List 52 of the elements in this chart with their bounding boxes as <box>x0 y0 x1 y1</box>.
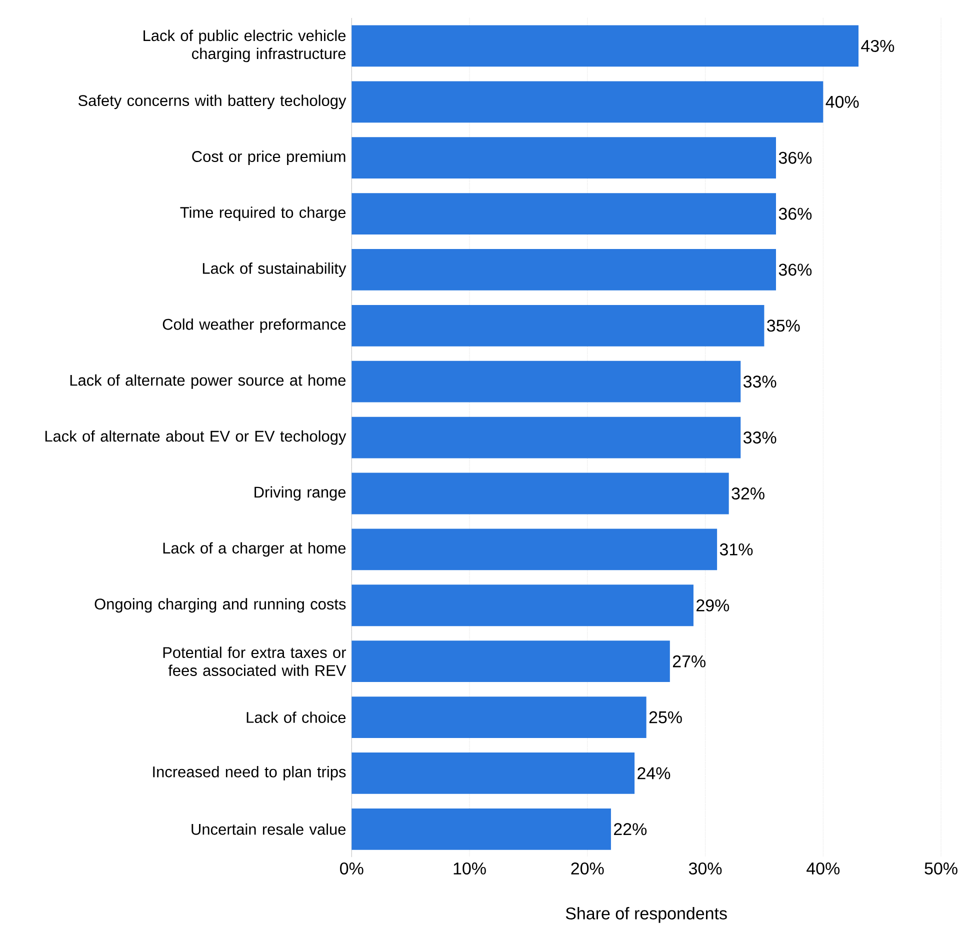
data-label: 36% <box>778 208 812 220</box>
y-tick-label: Lack of public electric vehicle charging infrastructure <box>144 30 346 62</box>
data-label: 29% <box>696 599 730 612</box>
x-axis-title: Share of respondents <box>566 907 727 923</box>
bar <box>352 249 776 290</box>
bar <box>352 696 646 738</box>
data-label: 33% <box>743 376 776 388</box>
y-tick-label: Ongoing charging and running costs <box>94 598 346 613</box>
y-tick-label: Lack of choice <box>246 712 346 723</box>
data-label: 33% <box>743 432 776 444</box>
y-tick-label: Potential for extra taxes or fees associated with REV <box>163 646 346 676</box>
y-tick-label: Lack of sustainability <box>202 262 346 277</box>
data-label: 32% <box>732 487 764 500</box>
y-tick-label: Safety concerns with battery techology <box>78 94 346 110</box>
data-label: 43% <box>861 40 894 52</box>
data-label: 40% <box>826 96 859 108</box>
bar <box>352 193 776 234</box>
bar <box>352 528 718 570</box>
bar <box>352 472 729 514</box>
data-label: 22% <box>614 823 647 836</box>
x-tick-label: 40% <box>806 862 840 875</box>
bar <box>352 808 611 850</box>
x-tick-label: 10% <box>454 862 486 875</box>
y-tick-label: Increased need to plan trips <box>153 766 346 780</box>
y-tick-label: Uncertain resale value <box>192 823 346 835</box>
bar <box>352 137 776 179</box>
x-tick-label: 30% <box>688 862 722 875</box>
y-tick-label: Cost or price premium <box>192 150 346 166</box>
y-tick-label: Cold weather preformance <box>162 318 346 333</box>
y-tick-label: Lack of alternate power source at home <box>70 374 346 389</box>
bar <box>352 640 670 682</box>
bar <box>352 752 635 794</box>
x-tick-label: 50% <box>924 862 958 875</box>
y-tick-label: Time required to charge <box>180 206 346 221</box>
data-label: 25% <box>649 711 682 724</box>
bar <box>352 304 764 346</box>
data-label: 36% <box>778 264 812 276</box>
data-label: 36% <box>778 152 812 164</box>
y-tick-label: Lack of a charger at home <box>163 542 346 557</box>
y-tick-label: Lack of alternate about EV or EV techology <box>45 430 346 445</box>
y-tick-label: Driving range <box>254 486 346 501</box>
bar <box>352 360 741 402</box>
data-label: 35% <box>767 320 800 332</box>
bar <box>352 584 694 626</box>
bar <box>352 81 824 123</box>
bar <box>352 25 859 67</box>
data-label: 24% <box>638 767 670 780</box>
x-tick-label: 0% <box>340 862 364 875</box>
x-tick-label: 20% <box>571 862 604 875</box>
data-label: 31% <box>720 543 753 556</box>
bar <box>352 416 741 458</box>
data-label: 27% <box>672 655 706 668</box>
